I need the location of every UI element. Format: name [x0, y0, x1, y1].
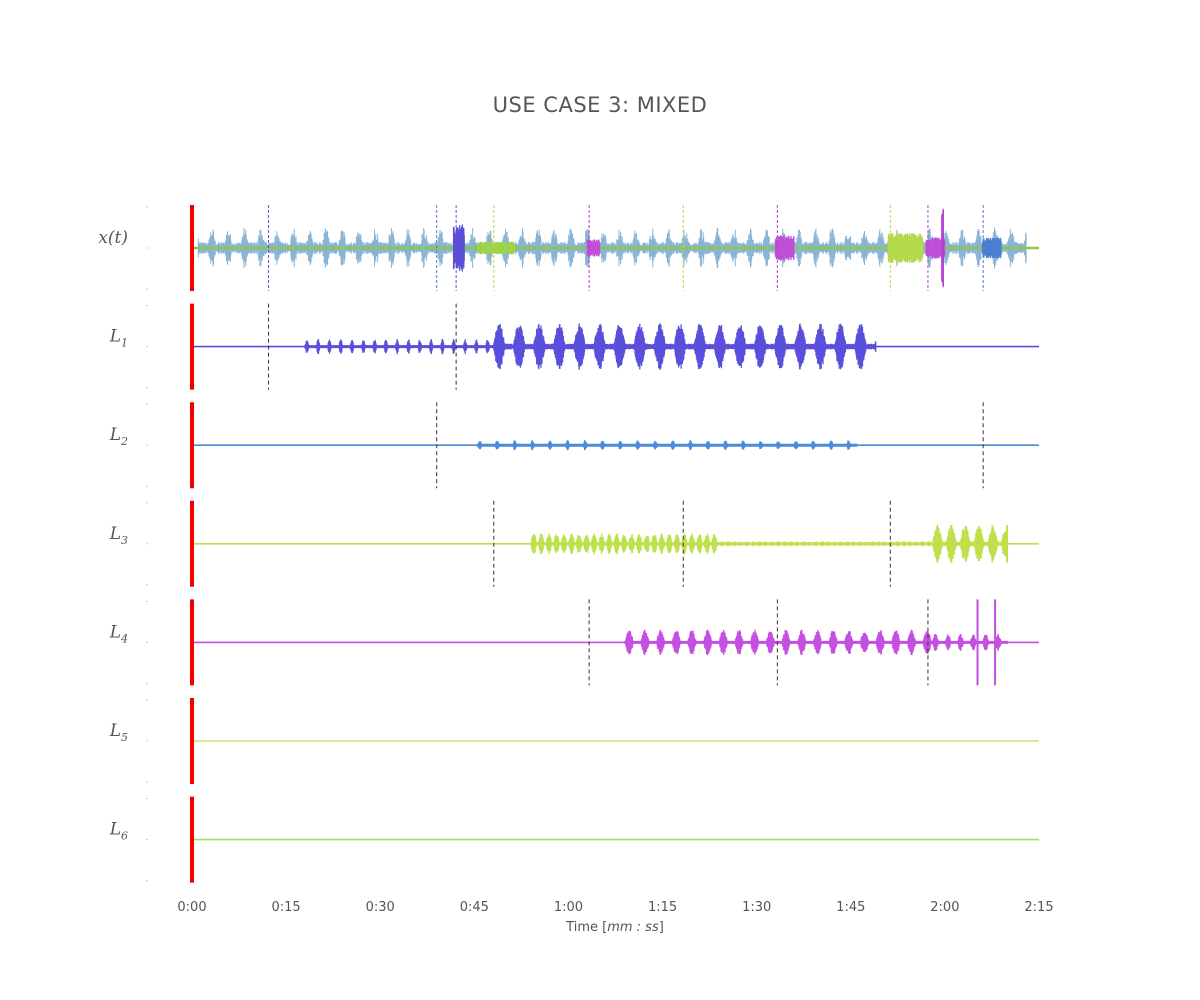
mix-burst-0 — [452, 224, 465, 272]
row-label-sub: 4 — [120, 632, 128, 645]
row-label-main: L — [109, 327, 121, 347]
x-tick-label-4: 1:00 — [554, 900, 583, 915]
layer-segment-2 — [931, 524, 1009, 563]
x-axis-label-suffix: ] — [659, 920, 664, 935]
x-tick-label-8: 2:00 — [930, 900, 959, 915]
row-4: L4 — [109, 599, 1039, 686]
row-label-sub: 6 — [121, 830, 128, 843]
x-tick-label-7: 1:45 — [836, 900, 865, 915]
x-tick-label-0: 0:00 — [177, 900, 206, 915]
row-label-main: L — [109, 425, 121, 445]
chart-title: USE CASE 3: MIXED — [492, 93, 708, 117]
row-label-main: L — [109, 524, 121, 544]
x-tick-label-1: 0:15 — [272, 900, 301, 915]
row-2: L2 — [109, 402, 1039, 489]
mix-burst-4 — [887, 233, 924, 263]
row-label-sub: 1 — [121, 337, 128, 350]
layer-segment-0 — [476, 440, 858, 451]
mix-burst-3 — [774, 235, 795, 261]
row-label: L4 — [109, 622, 128, 645]
row-label-main: L — [109, 820, 121, 840]
row-label-sub: 2 — [120, 435, 128, 448]
x-tick-label-3: 0:45 — [460, 900, 489, 915]
layer-segment-1 — [492, 323, 877, 370]
x-axis-label-prefix: Time [ — [565, 920, 607, 935]
row-label-sub: 3 — [121, 534, 128, 547]
row-label-main: L — [109, 721, 121, 741]
x-tick-label-6: 1:30 — [742, 900, 771, 915]
row-1: L1 — [109, 303, 1039, 390]
row-6: L6 — [109, 796, 1039, 883]
row-label: x(t) — [98, 228, 128, 248]
row-label: L6 — [109, 820, 128, 843]
layer-segment-1 — [931, 633, 1009, 651]
x-axis-label-units: mm : ss — [607, 920, 659, 935]
mix-burst-1 — [476, 241, 516, 255]
mix-burst-2 — [586, 239, 601, 257]
row-label: L3 — [109, 524, 128, 547]
layer-segment-0 — [530, 533, 720, 555]
layer-segment-0 — [304, 339, 494, 355]
x-axis-label: Time [mm : ss] — [565, 920, 664, 935]
mix-burst-6 — [941, 208, 944, 288]
row-label-main: x(t) — [98, 228, 128, 248]
row-5: L5 — [109, 698, 1039, 784]
row-label-sub: 5 — [121, 731, 128, 744]
x-axis: 0:00 0:15 0:30 0:45 1:00 1:15 1:30 1:45 2:00 2:15 — [177, 900, 1053, 915]
x-tick-label-5: 1:15 — [648, 900, 677, 915]
mix-burst-7 — [981, 237, 1002, 259]
x-tick-label-2: 0:30 — [366, 900, 395, 915]
row-label: L2 — [109, 425, 128, 448]
row-label-main: L — [109, 622, 121, 642]
layer-segment-0 — [624, 629, 933, 656]
row-label: L5 — [109, 721, 128, 744]
layer-segment-1 — [718, 541, 933, 547]
row-label: L1 — [109, 327, 128, 350]
row-0: x(t) — [98, 205, 1039, 291]
row-3: L3 — [109, 500, 1039, 587]
x-tick-label-9: 2:15 — [1024, 900, 1053, 915]
